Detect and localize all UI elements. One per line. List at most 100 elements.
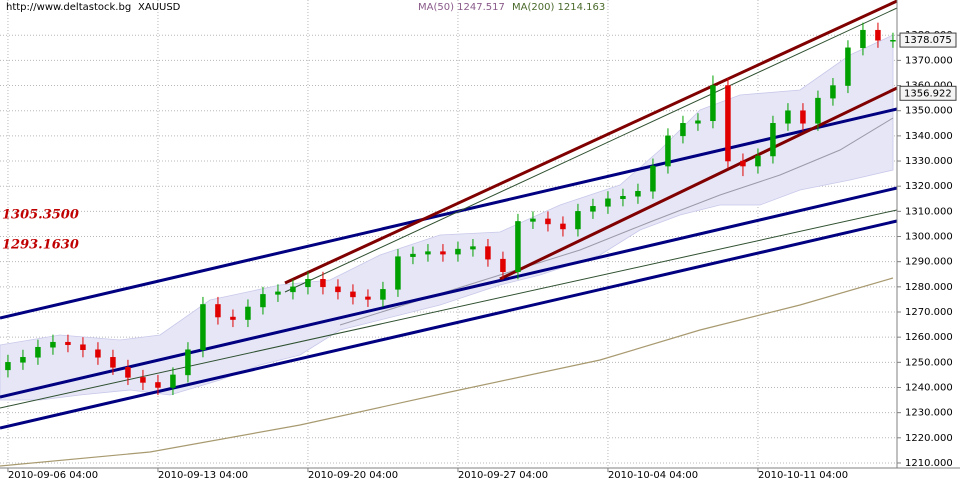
candle-body [845,47,851,86]
candle-body [65,341,71,345]
symbol: XAUUSD [138,2,181,13]
x-tick-label: 2010-10-04 04:00 [608,470,698,481]
candle-body [305,279,311,288]
candle-body [695,120,701,124]
trend-line [499,86,898,281]
price-marker-label: 1356.922 [904,88,952,99]
trend-line [0,107,898,320]
x-tick-label: 2010-09-13 04:00 [158,470,248,481]
candle-body [395,256,401,290]
candle-body [230,316,236,320]
candle-body [350,291,356,298]
candle-body [665,135,671,167]
trend-line [284,0,898,285]
candle-body [470,246,476,250]
x-tick-label: 2010-09-27 04:00 [458,470,548,481]
candle-body [530,218,536,222]
candle-body [890,40,896,42]
candle-body [50,341,56,348]
candle-body [5,362,11,371]
x-tick-label: 2010-10-11 04:00 [758,470,848,481]
candle-body [620,196,626,200]
y-tick-label: 1220.000 [905,433,953,444]
candle-body [515,221,521,272]
candle-body [320,279,326,288]
candle-body [110,357,116,368]
candle-body [500,258,506,272]
candle-body [35,346,41,358]
trend-line [0,209,898,409]
candle-body [170,374,176,388]
candle-body [440,251,446,255]
candle-body [560,223,566,230]
x-tick-label: 2010-09-20 04:00 [308,470,398,481]
candle-body [680,123,686,137]
y-tick-label: 1270.000 [905,307,953,318]
candle-body [155,382,161,388]
ma200-readout: MA(200) 1214.163 [512,2,605,13]
candle-body [380,289,386,300]
candle-body [290,286,296,293]
candle-body [710,85,716,122]
price-marker-label: 1378.075 [904,35,952,46]
candles [5,22,896,396]
y-tick-label: 1350.000 [905,106,953,117]
candle-body [605,198,611,207]
y-tick-label: 1330.000 [905,156,953,167]
axes: 1210.000 1220.000 1230.000 1240.000 1250.000… [7,30,957,481]
y-tick-label: 1340.000 [905,131,953,142]
candle-body [800,110,806,124]
candle-body [425,251,431,255]
candle-body [770,123,776,157]
y-tick-label: 1230.000 [905,408,953,419]
ma50-readout: MA(50) 1247.517 [418,2,505,13]
candle-body [650,165,656,192]
candle-body [875,29,881,41]
candle-body [740,160,746,167]
candle-body [200,304,206,350]
annotation: 1305.3500 [2,208,79,223]
candle-body [725,85,731,162]
candle-body [125,367,131,378]
y-tick-label: 1240.000 [905,382,953,393]
y-tick-label: 1310.000 [905,206,953,217]
candle-body [785,110,791,124]
candle-body [275,291,281,295]
candle-body [485,246,491,260]
candle-body [20,357,26,363]
candle-body [410,253,416,257]
candle-body [635,190,641,197]
candle-body [365,296,371,300]
y-tick-label: 1250.000 [905,357,953,368]
candle-body [140,377,146,383]
candle-body [755,155,761,167]
candle-body [815,97,821,124]
trend-line [0,219,898,430]
candle-body [95,349,101,358]
y-tick-label: 1320.000 [905,181,953,192]
candle-body [185,349,191,376]
annotation: 1293.1630 [2,238,79,253]
candle-body [455,248,461,255]
y-tick-label: 1370.000 [905,55,953,66]
candle-body [215,304,221,318]
y-tick-label: 1210.000 [905,458,953,469]
y-tick-label: 1300.000 [905,232,953,243]
y-tick-label: 1260.000 [905,332,953,343]
candle-body [80,344,86,350]
candle-body [575,211,581,230]
x-tick-label: 2010-09-06 04:00 [8,470,98,481]
price-marker-box [899,32,957,48]
y-tick-label: 1290.000 [905,257,953,268]
candle-body [260,294,266,308]
price-marker-box [899,85,957,101]
candle-body [860,29,866,49]
source: http://www.deltastock.bg [6,2,131,13]
candle-body [245,306,251,320]
ma200-line [0,277,894,467]
candle-body [830,85,836,99]
y-tick-label: 1280.000 [905,282,953,293]
trend-line [284,7,898,293]
candle-body [545,218,551,225]
